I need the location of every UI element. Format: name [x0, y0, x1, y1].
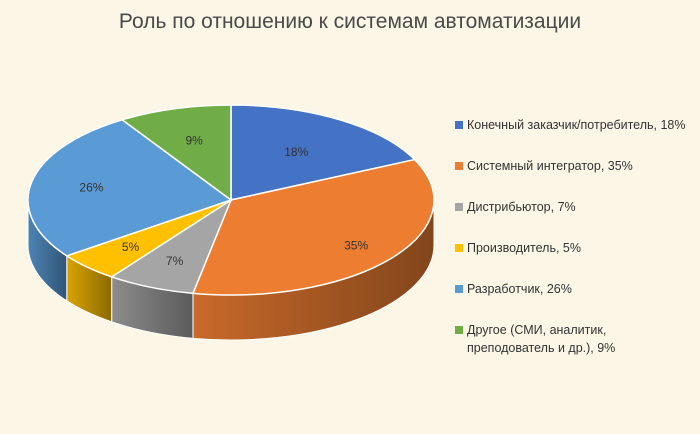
- slice-label-5: 9%: [186, 134, 204, 148]
- legend-swatch: [455, 326, 463, 334]
- legend-label: Конечный заказчик/потребитель, 18%: [467, 118, 686, 132]
- pie-slice-1: [191, 158, 435, 296]
- legend-label: Другое (СМИ, аналитик, преподователь и д…: [467, 323, 616, 355]
- slice-label-0: 18%: [284, 145, 308, 159]
- legend-item: Конечный заказчик/потребитель, 18%: [455, 116, 695, 134]
- legend-swatch: [455, 203, 463, 211]
- legend-swatch: [455, 162, 463, 170]
- legend-item: Системный интегратор, 35%: [455, 157, 695, 175]
- legend-item: Разработчик, 26%: [455, 280, 695, 298]
- pie-slice-5: [120, 104, 232, 202]
- legend-label: Дистрибьютор, 7%: [467, 200, 576, 214]
- pie-slice-4: [27, 118, 233, 257]
- legend-item: Производитель, 5%: [455, 239, 695, 257]
- legend-label: Разработчик, 26%: [467, 282, 572, 296]
- slice-label-1: 35%: [344, 238, 368, 252]
- legend-item: Другое (СМИ, аналитик, преподователь и д…: [455, 321, 695, 357]
- legend-label: Производитель, 5%: [467, 241, 581, 255]
- pie-slice-0: [230, 104, 417, 201]
- slice-label-2: 7%: [166, 254, 184, 268]
- legend-swatch: [455, 244, 463, 252]
- legend-item: Дистрибьютор, 7%: [455, 198, 695, 216]
- pie-labels: 18% 35% 7% 5% 26% 9%: [79, 134, 368, 268]
- legend: Конечный заказчик/потребитель, 18% Систем…: [455, 116, 695, 380]
- legend-swatch: [455, 121, 463, 129]
- legend-label: Системный интегратор, 35%: [467, 159, 633, 173]
- slice-label-3: 5%: [122, 240, 140, 254]
- slice-label-4: 26%: [79, 181, 103, 195]
- pie-tops: [27, 104, 435, 296]
- legend-swatch: [455, 285, 463, 293]
- chart-title: Роль по отношению к системам автоматизац…: [118, 10, 582, 33]
